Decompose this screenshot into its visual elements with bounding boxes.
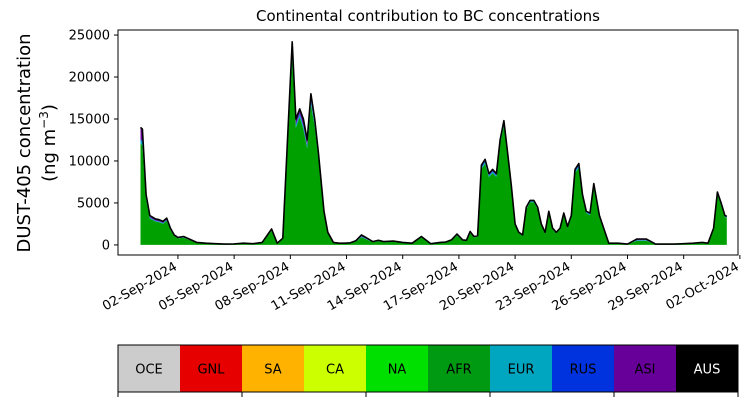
legend-swatch-rus — [552, 345, 614, 392]
x-axis-ticks: 02-Sep-202405-Sep-202408-Sep-202411-Sep-… — [100, 255, 742, 314]
legend-swatch-afr — [428, 345, 490, 392]
legend-label-afr: AFR — [446, 363, 471, 378]
legend-swatch-eur — [490, 345, 552, 392]
legend-label-eur: EUR — [508, 363, 535, 378]
legend-label-na: NA — [388, 363, 407, 378]
legend-swatch-aus — [676, 345, 738, 392]
y-tick-label: 20000 — [69, 71, 110, 86]
legend-swatch-ca — [304, 345, 366, 392]
y-axis-ticks: 0 5000 10000 15000 20000 25000 — [69, 29, 118, 253]
y-axis-label-line1: DUST-405 concentration — [14, 33, 35, 252]
y-tick-label: 10000 — [69, 154, 110, 169]
plot-frame — [117, 29, 739, 256]
area-afr — [140, 58, 727, 245]
legend-label-sa: SA — [264, 363, 281, 378]
legend-frame — [117, 344, 739, 393]
y-axis-label-unit: (ng m — [39, 129, 60, 182]
legend-label-ca: CA — [326, 363, 344, 378]
area-eur — [140, 53, 727, 245]
legend-swatch-gnl — [180, 345, 242, 392]
y-tick-label: 5000 — [77, 196, 110, 211]
legend-swatch-asi — [614, 345, 676, 392]
legend-label-rus: RUS — [570, 363, 597, 378]
legend-label-aus: AUS — [694, 363, 721, 378]
total-line — [139, 41, 728, 245]
legend-swatch-sa — [242, 345, 304, 392]
legend-swatch-na — [366, 345, 428, 392]
y-tick-label: 0 — [102, 238, 110, 253]
chart-title: Continental contribution to BC concentra… — [256, 7, 600, 25]
area-asi — [140, 41, 727, 245]
legend-label-asi: ASI — [635, 363, 656, 378]
y-axis-label-close: ) — [39, 104, 60, 111]
legend-colorbar: OCE GNL SA CA NA AFR EUR RUS ASI AUS — [117, 344, 739, 397]
area-rus — [140, 51, 727, 245]
legend-label-oce: OCE — [135, 363, 163, 378]
y-axis-label-line2: (ng m−3) — [37, 104, 60, 182]
stacked-area-series — [140, 41, 727, 245]
y-tick-label: 25000 — [69, 29, 110, 44]
legend-label-gnl: GNL — [197, 363, 225, 378]
y-tick-label: 15000 — [69, 112, 110, 127]
y-axis-label-exponent: −3 — [37, 111, 51, 129]
legend-swatch-oce — [118, 345, 180, 392]
